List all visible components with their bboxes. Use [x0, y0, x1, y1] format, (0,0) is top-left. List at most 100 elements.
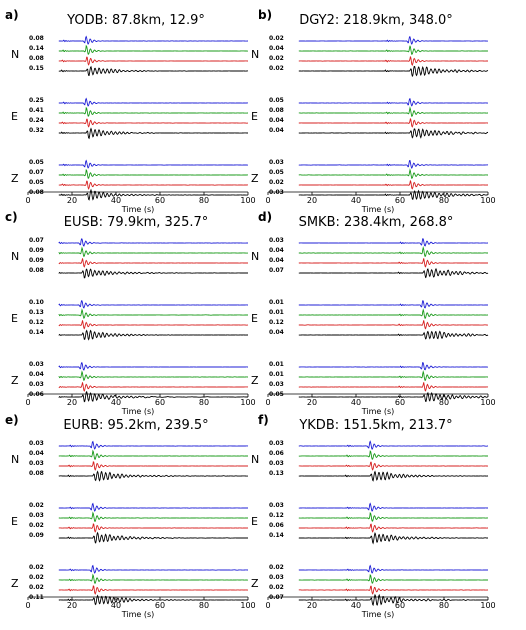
amplitude-label: 0.12 [269, 512, 284, 519]
panel-title: YODB: 87.8km, 12.9° [66, 13, 205, 28]
x-tick-label: 20 [307, 398, 317, 407]
x-axis-label: Time (s) [121, 610, 155, 619]
amplitude-label: 0.06 [29, 391, 44, 398]
trace-line [298, 361, 488, 371]
x-tick-label: 40 [111, 196, 121, 205]
x-tick-label: 60 [155, 601, 165, 610]
component-label-E: E [11, 515, 18, 528]
amplitude-label: 0.11 [29, 594, 44, 601]
amplitude-label: 0.03 [29, 381, 44, 388]
trace-line [298, 370, 488, 382]
trace-line [58, 118, 248, 128]
x-axis-label: Time (s) [361, 610, 395, 619]
trace-line [298, 564, 488, 574]
trace-line [58, 461, 248, 471]
amplitude-label: 0.05 [269, 169, 284, 176]
amplitude-label: 0.02 [29, 574, 44, 581]
component-label-Z: Z [251, 577, 259, 590]
component-label-E: E [11, 312, 18, 325]
trace-line [58, 370, 248, 382]
trace-line [298, 502, 488, 512]
x-tick-label: 0 [25, 196, 30, 205]
amplitude-label: 0.06 [269, 522, 284, 529]
x-axis-label: Time (s) [361, 205, 395, 214]
amplitude-label: 0.13 [29, 309, 44, 316]
trace-line [298, 300, 488, 309]
trace-line [58, 180, 248, 190]
amplitude-label: 0.05 [269, 391, 284, 398]
amplitude-label: 0.05 [29, 179, 44, 186]
amplitude-label: 0.08 [269, 107, 284, 114]
trace-line [298, 391, 489, 403]
panel-e: e) EURB: 95.2km, 239.5° N 0.03 0.04 0.03 0.08 E… [5, 413, 256, 619]
panel-b: b) DGY2: 218.9km, 348.0° N 0.02 0.04 0.02 0.02… [251, 8, 496, 214]
trace-line [58, 246, 248, 258]
x-tick-label: 40 [351, 601, 361, 610]
component-label-Z: Z [11, 374, 19, 387]
amplitude-label: 0.04 [29, 450, 44, 457]
trace-line [298, 128, 489, 139]
x-tick-label: 20 [67, 601, 77, 610]
amplitude-label: 0.08 [29, 267, 44, 274]
trace-line [58, 127, 248, 140]
x-tick-label: 40 [111, 601, 121, 610]
amplitude-label: 0.08 [29, 470, 44, 477]
amplitude-label: 0.02 [269, 35, 284, 42]
amplitude-label: 0.03 [269, 189, 284, 196]
amplitude-label: 0.08 [29, 189, 44, 196]
amplitude-label: 0.08 [29, 55, 44, 62]
trace-line [58, 320, 249, 330]
trace-line [298, 532, 488, 545]
trace-line [298, 168, 488, 179]
trace-line [58, 573, 248, 584]
component-label-N: N [251, 48, 259, 61]
amplitude-label: 0.03 [29, 361, 44, 368]
x-tick-label: 100 [480, 601, 495, 610]
x-axis-label: Time (s) [121, 205, 155, 214]
amplitude-label: 0.03 [269, 440, 284, 447]
amplitude-label: 0.14 [29, 45, 44, 52]
x-tick-label: 0 [265, 398, 270, 407]
x-tick-label: 20 [67, 196, 77, 205]
component-label-Z: Z [11, 577, 19, 590]
amplitude-label: 0.02 [29, 502, 44, 509]
amplitude-label: 0.24 [29, 117, 44, 124]
amplitude-label: 0.02 [269, 584, 284, 591]
amplitude-label: 0.10 [29, 299, 44, 306]
trace-line [58, 449, 248, 460]
panel-title: EUSB: 79.9km, 325.7° [64, 215, 209, 230]
component-label-N: N [11, 48, 19, 61]
trace-line [298, 246, 488, 258]
x-tick-label: 80 [439, 601, 449, 610]
component-label-N: N [251, 250, 259, 263]
trace-line [298, 320, 488, 330]
trace-line [298, 512, 488, 522]
component-label-E: E [251, 110, 258, 123]
amplitude-label: 0.02 [269, 564, 284, 571]
x-tick-label: 100 [240, 601, 255, 610]
trace-line [58, 65, 249, 77]
amplitude-label: 0.04 [269, 127, 284, 134]
x-tick-label: 100 [240, 398, 255, 407]
amplitude-label: 0.02 [29, 564, 44, 571]
panel-c: c) EUSB: 79.9km, 325.7° N 0.07 0.09 0.09 0.08 E… [5, 210, 256, 416]
amplitude-label: 0.09 [29, 247, 44, 254]
amplitude-label: 0.04 [269, 257, 284, 264]
component-label-N: N [11, 453, 19, 466]
trace-line [58, 564, 248, 574]
amplitude-label: 0.41 [29, 107, 44, 114]
trace-line [58, 523, 249, 533]
panel-d: d) SMKB: 238.4km, 268.8° N 0.03 0.04 0.04 0.07… [251, 210, 496, 416]
x-tick-label: 100 [480, 398, 495, 407]
x-tick-label: 20 [67, 398, 77, 407]
trace-line [58, 585, 248, 595]
amplitude-label: 0.02 [269, 179, 284, 186]
trace-line [58, 382, 249, 392]
trace-line [58, 511, 248, 522]
x-tick-label: 60 [395, 601, 405, 610]
amplitude-label: 0.04 [269, 117, 284, 124]
amplitude-label: 0.07 [269, 594, 284, 601]
trace-line [58, 238, 248, 247]
x-tick-label: 80 [199, 601, 209, 610]
trace-line [58, 258, 248, 268]
